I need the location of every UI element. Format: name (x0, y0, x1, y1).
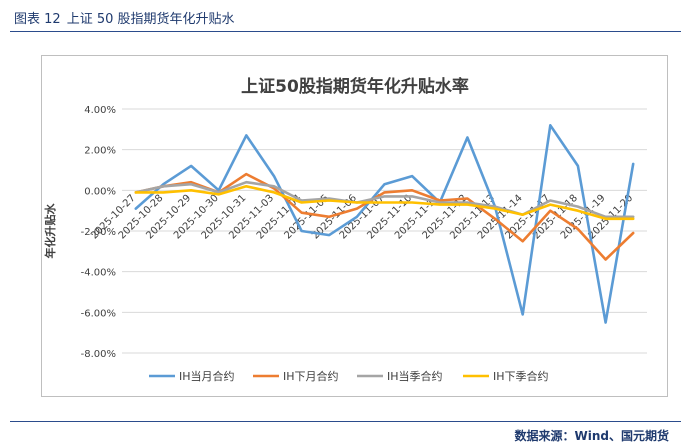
series-line (134, 180, 635, 219)
y-tick-label: -6.00% (81, 308, 116, 319)
figure-title: 上证 50 股指期货年化升贴水 (66, 12, 235, 27)
source-note: 数据来源：Wind、国元期货 (514, 429, 669, 443)
header-rule (10, 31, 681, 32)
y-axis-label: 年化升贴水 (43, 203, 57, 259)
chart-frame: 上证50股指期货年化升贴水率 4.00% 2.00% 0.00% -2.00% -4.0… (41, 55, 668, 397)
y-tick-label: -4.00% (81, 268, 116, 279)
figure-caption: 图表 12 上证 50 股指期货年化升贴水 (14, 8, 241, 27)
y-tick-label: 4.00% (84, 105, 116, 116)
series-line (134, 185, 635, 221)
y-tick-label: 0.00% (84, 186, 116, 197)
legend-label: IH当季合约 (387, 369, 443, 383)
y-tick-label: 2.00% (84, 146, 116, 157)
y-tick-label: -2.00% (81, 227, 116, 238)
legend-label: IH当月合约 (179, 369, 235, 383)
chart-svg: 上证50股指期货年化升贴水率 4.00% 2.00% 0.00% -2.00% -4.0… (43, 76, 647, 383)
series-line (134, 124, 635, 324)
chart-title: 上证50股指期货年化升贴水率 (241, 76, 469, 97)
figure-number: 图表 12 (14, 12, 61, 27)
legend-label: IH下月合约 (283, 369, 339, 383)
footer-rule (10, 421, 681, 422)
y-tick-label: -8.00% (81, 349, 116, 360)
legend-label: IH下季合约 (493, 369, 549, 383)
